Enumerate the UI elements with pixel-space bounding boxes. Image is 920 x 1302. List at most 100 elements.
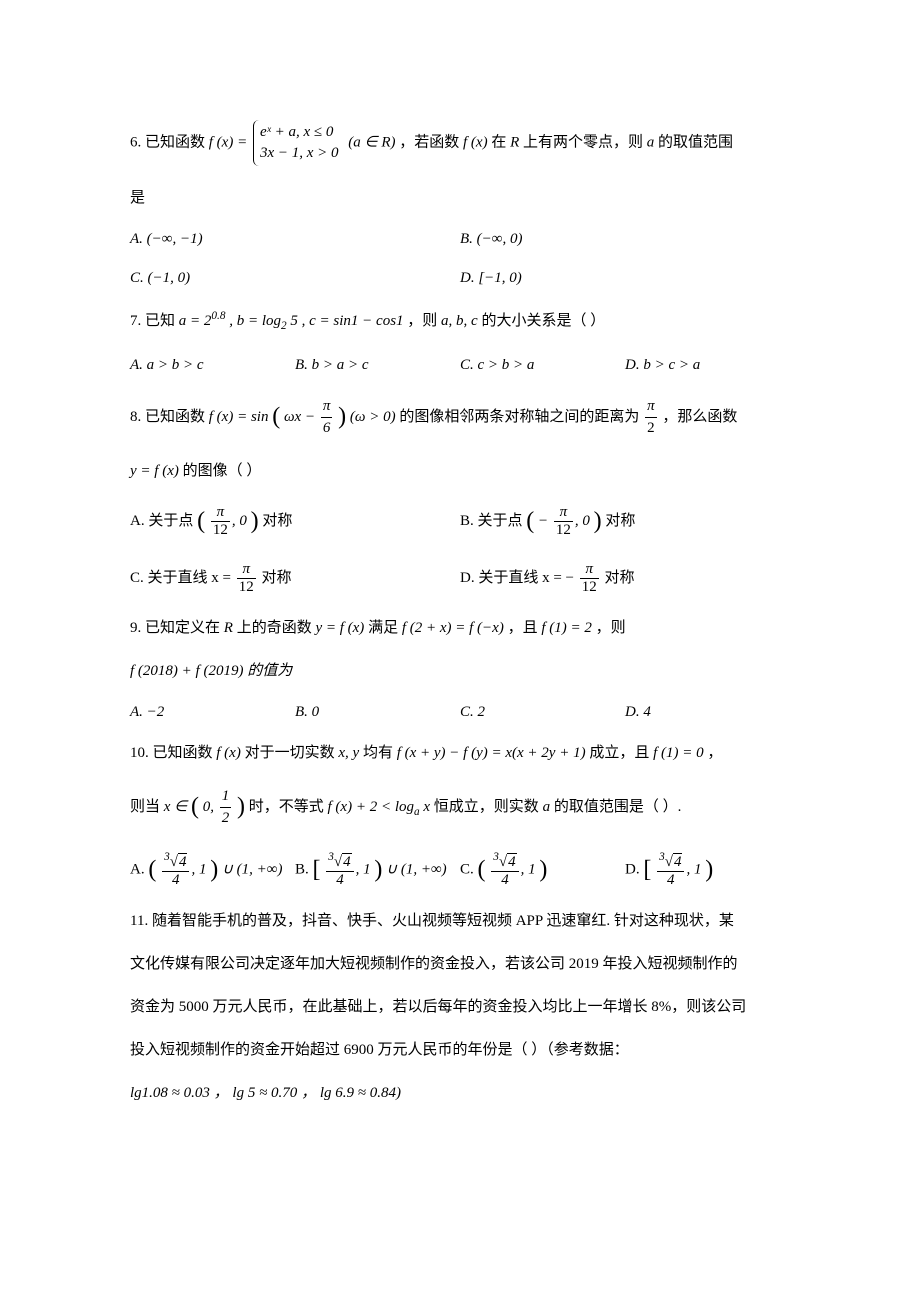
option-b: B. [ 3√4 4 , 1 ) ∪ (1, +∞) bbox=[295, 851, 460, 889]
math-a: a = 20.8 bbox=[179, 313, 229, 329]
q11-l1: 11. 随着智能手机的普及，抖音、快手、火山视频等短视频 APP 迅速窜红. 针… bbox=[130, 911, 790, 932]
option-c: C. ( 3√4 4 , 1 ) bbox=[460, 851, 625, 889]
option-a: A. −2 bbox=[130, 704, 295, 721]
option-d: D. 4 bbox=[625, 704, 790, 721]
option-a: A. (−∞, −1) bbox=[130, 231, 460, 248]
text: 的取值范围是（ ）. bbox=[554, 799, 682, 815]
f1: f (1) = 0 bbox=[653, 745, 704, 761]
q6-stem: 6. 已知函数 f (x) = eˣ + a, x ≤ 0 3x − 1, x … bbox=[130, 120, 790, 166]
rel: f (2 + x) = f (−x) bbox=[402, 620, 504, 636]
math: f (x) bbox=[463, 134, 488, 150]
q11-l2: 文化传媒有限公司决定逐年加大短视频制作的资金投入，若该公司 2019 年投入短视… bbox=[130, 954, 790, 975]
piece-2: 3x − 1, x > 0 bbox=[260, 143, 339, 164]
text: 满足 bbox=[368, 620, 402, 636]
text: 时，不等式 bbox=[249, 799, 328, 815]
lparen-icon: ( bbox=[148, 856, 156, 882]
q9-stem: 9. 已知定义在 R 上的奇函数 y = f (x) 满足 f (2 + x) … bbox=[130, 618, 790, 639]
text: 上的奇函数 bbox=[237, 620, 316, 636]
frac-pi-2: π 2 bbox=[645, 396, 657, 439]
q9-options: A. −2 B. 0 C. 2 D. 4 bbox=[130, 704, 790, 721]
text: 均有 bbox=[363, 745, 397, 761]
text: 的图像相邻两条对称轴之间的距离为 bbox=[399, 409, 643, 425]
rparen-icon: ) bbox=[210, 856, 218, 882]
frac-rad: 3√4 4 bbox=[491, 851, 518, 889]
text: ， bbox=[707, 745, 722, 761]
yfx: y = f (x) bbox=[130, 463, 179, 479]
q8-options-row2: C. 关于直线 x = π 12 对称 D. 关于直线 x = − π 12 对… bbox=[130, 561, 790, 596]
frac-pi-12: π 12 bbox=[580, 561, 599, 596]
abc: a, b, c bbox=[441, 313, 478, 329]
math: f (x) = sin bbox=[209, 409, 269, 425]
option-b: B. b > a > c bbox=[295, 357, 460, 374]
text: 在 bbox=[491, 134, 510, 150]
math-c: , c = sin1 − cos1 bbox=[302, 313, 404, 329]
q6-options-row2: C. (−1, 0) D. [−1, 0) bbox=[130, 270, 790, 287]
rparen-icon: ) bbox=[594, 508, 602, 534]
lbracket-icon: [ bbox=[643, 856, 651, 882]
frac-pi-12: π 12 bbox=[554, 504, 573, 539]
rparen-icon: ) bbox=[338, 403, 346, 429]
option-a: A. ( 3√4 4 , 1 ) ∪ (1, +∞) bbox=[130, 851, 295, 889]
yfx: y = f (x) bbox=[315, 620, 364, 636]
text: 6. 已知函数 bbox=[130, 134, 209, 150]
frac-pi-12: π 12 bbox=[237, 561, 256, 596]
lg108: lg1.08 ≈ 0.03 bbox=[130, 1085, 210, 1101]
option-b: B. 关于点 ( − π 12 , 0 ) 对称 bbox=[460, 504, 790, 539]
q7-stem: 7. 已知 a = 20.8 , b = log2 5 , c = sin1 −… bbox=[130, 309, 790, 335]
f1: f (1) = 2 bbox=[541, 620, 592, 636]
option-c: C. 2 bbox=[460, 704, 625, 721]
option-a: A. a > b > c bbox=[130, 357, 295, 374]
math-b: , b = log2 5 bbox=[229, 313, 301, 329]
q7-options: A. a > b > c B. b > a > c C. c > b > a D… bbox=[130, 357, 790, 374]
text: ，那么函数 bbox=[662, 409, 737, 425]
q11-l4: 投入短视频制作的资金开始超过 6900 万元人民币的年份是（ ）（参考数据： bbox=[130, 1040, 790, 1061]
option-d: D. [ 3√4 4 , 1 ) bbox=[625, 851, 790, 889]
option-d: D. [−1, 0) bbox=[460, 270, 790, 287]
option-b: B. (−∞, 0) bbox=[460, 231, 790, 248]
option-a: A. 关于点 ( π 12 , 0 ) 对称 bbox=[130, 504, 460, 539]
text: 成立，且 bbox=[589, 745, 653, 761]
q8-stem: 8. 已知函数 f (x) = sin ( ωx − π 6 ) (ω > 0)… bbox=[130, 396, 790, 439]
ineq: f (x) + 2 < loga x bbox=[328, 799, 434, 815]
math: (a ∈ R) bbox=[348, 134, 395, 150]
rel: f (x + y) − f (y) = x(x + 2y + 1) bbox=[397, 745, 586, 761]
R: R bbox=[224, 620, 233, 636]
option-c: C. c > b > a bbox=[460, 357, 625, 374]
rparen-icon: ) bbox=[251, 508, 259, 534]
lg5: ， lg 5 ≈ 0.70 bbox=[214, 1085, 298, 1101]
xy: x, y bbox=[338, 745, 359, 761]
lparen-icon: ( bbox=[191, 793, 199, 819]
q6-options-row1: A. (−∞, −1) B. (−∞, 0) bbox=[130, 231, 790, 248]
q8-options-row1: A. 关于点 ( π 12 , 0 ) 对称 B. 关于点 ( − π 12 ,… bbox=[130, 504, 790, 539]
lparen-icon: ( bbox=[478, 856, 486, 882]
option-c: C. (−1, 0) bbox=[130, 270, 460, 287]
arg: ωx − π 6 bbox=[284, 396, 334, 439]
q9-stem-2: f (2018) + f (2019) 的值为 bbox=[130, 661, 790, 682]
q6-stem-cont: 是 bbox=[130, 188, 790, 209]
text: ，若函数 bbox=[399, 134, 463, 150]
frac-rad: 3√4 4 bbox=[657, 851, 684, 889]
rparen-icon: ) bbox=[374, 856, 382, 882]
math: R bbox=[510, 134, 519, 150]
lg69: ， lg 6.9 ≈ 0.84) bbox=[301, 1085, 401, 1101]
q10-stem-2: 则当 x ∈ ( 0, 1 2 ) 时，不等式 f (x) + 2 < loga… bbox=[130, 786, 790, 829]
q10-options: A. ( 3√4 4 , 1 ) ∪ (1, +∞) B. [ 3√4 4 , … bbox=[130, 851, 790, 889]
frac-rad: 3√4 4 bbox=[326, 851, 353, 889]
lbracket-icon: [ bbox=[313, 856, 321, 882]
text: 对于一切实数 bbox=[245, 745, 339, 761]
lparen-icon: ( bbox=[272, 403, 280, 429]
fx: f (x) bbox=[216, 745, 241, 761]
text: 的大小关系是（ ） bbox=[481, 313, 605, 329]
text: 的图像（ ） bbox=[183, 463, 262, 479]
frac-1-2: 1 2 bbox=[220, 786, 232, 829]
frac-pi-12: π 12 bbox=[211, 504, 230, 539]
q8-stem-2: y = f (x) 的图像（ ） bbox=[130, 461, 790, 482]
rparen-icon: ) bbox=[539, 856, 547, 882]
option-c: C. 关于直线 x = π 12 对称 bbox=[130, 561, 460, 596]
piece-1: eˣ + a, x ≤ 0 bbox=[260, 122, 339, 143]
text: 的取值范围 bbox=[658, 134, 733, 150]
text: ，且 bbox=[508, 620, 542, 636]
text: 则当 bbox=[130, 799, 164, 815]
text: 9. 已知定义在 bbox=[130, 620, 224, 636]
text: 恒成立，则实数 bbox=[434, 799, 543, 815]
